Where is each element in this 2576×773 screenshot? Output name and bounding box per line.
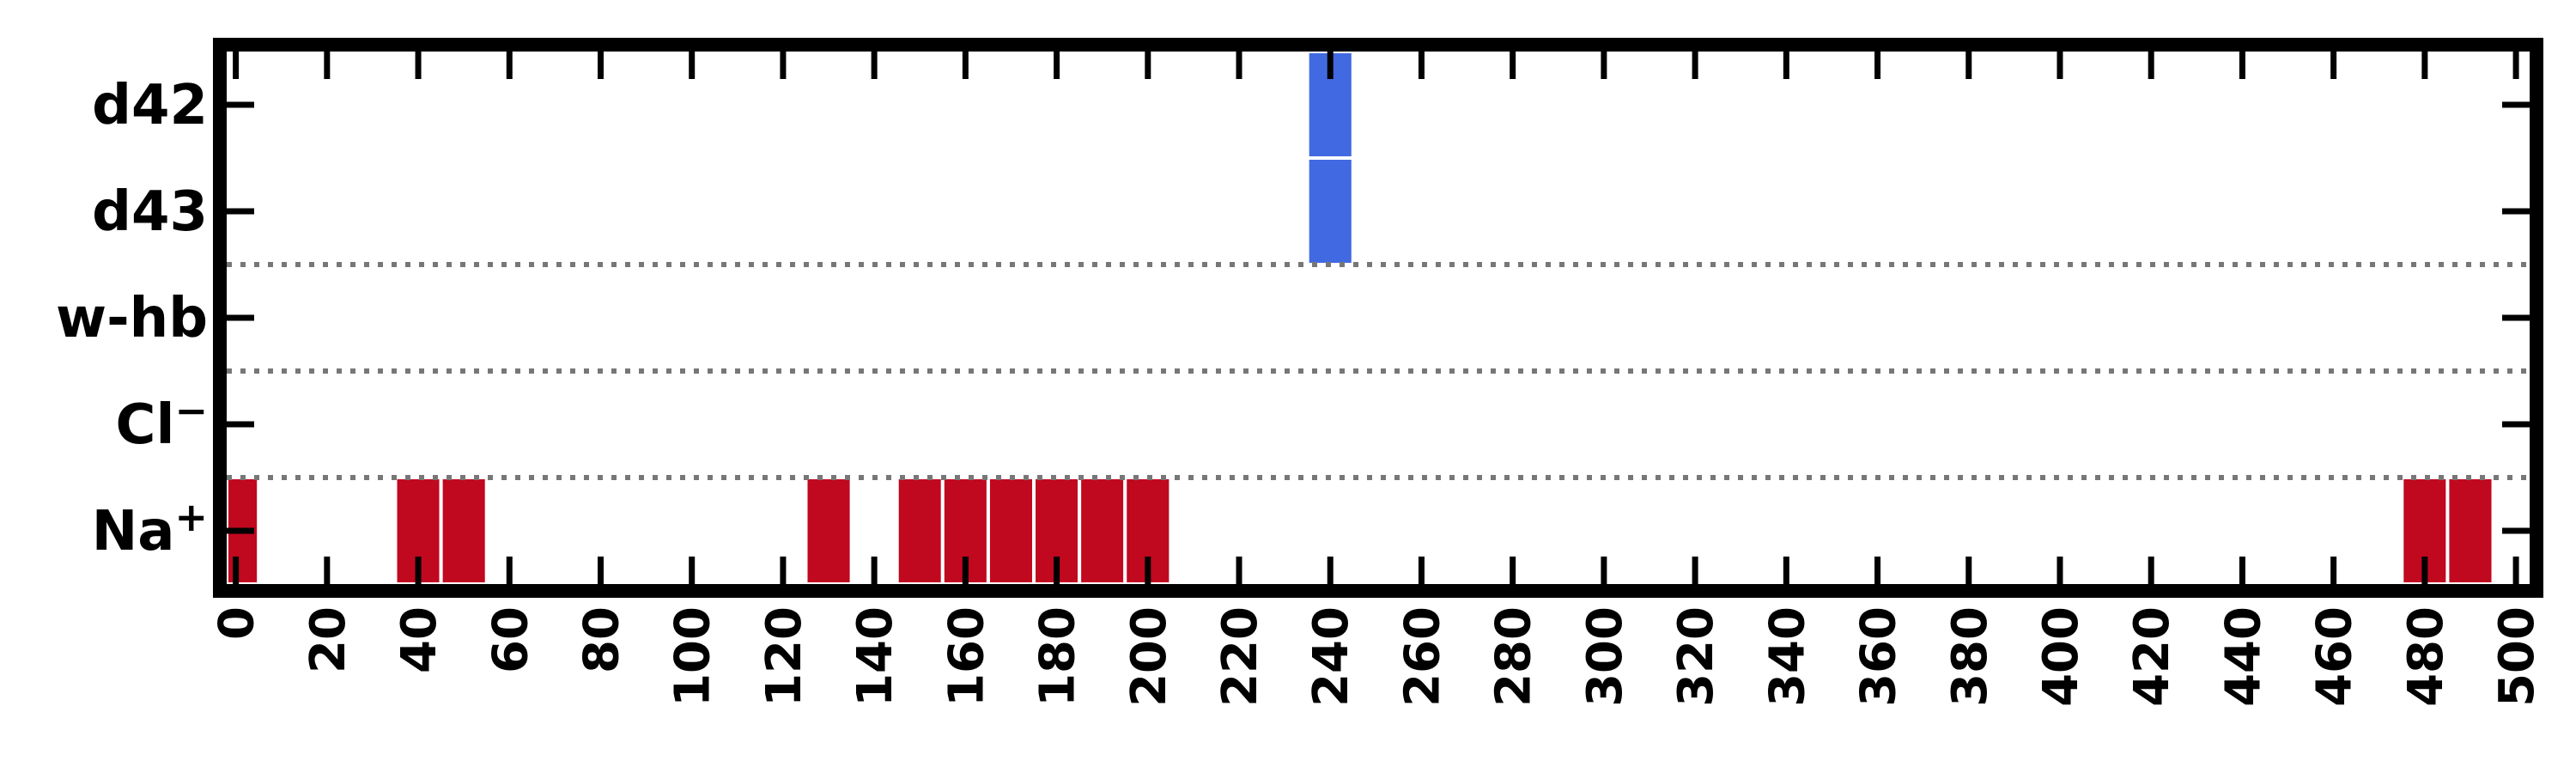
event-bar-na [439,476,489,586]
x-tick-label: 40 [392,606,447,673]
y-category-label: Cl− [116,387,208,457]
x-tick-label: 380 [1942,606,1998,707]
event-bar-na [2445,476,2495,586]
x-tick-label: 120 [756,606,812,707]
event-bar-na [804,476,854,586]
x-tick-label: 180 [1030,606,1086,707]
x-tick-label: 360 [1851,606,1907,707]
x-tick-label: 160 [939,606,994,707]
x-tick-label: 220 [1212,606,1268,707]
labels-layer: 0 20 40 60 80 100 120 140 160 180 200 220 240 260 280 3… [56,74,2545,707]
x-tick-label: 500 [2489,606,2545,707]
y-category-label: d43 [92,180,208,244]
x-tick-label: 280 [1486,606,1542,707]
x-tick-label: 340 [1759,606,1815,707]
y-category-label: Na+ [92,494,208,563]
x-tick-label: 320 [1668,606,1724,707]
x-tick-label: 0 [210,606,265,640]
event-bar-na [986,476,1036,586]
x-tick-label: 60 [483,606,538,673]
x-tick-label: 480 [2398,606,2454,707]
x-tick-label: 80 [574,606,629,673]
event-bar-na [895,476,945,586]
ticks-layer [227,52,2530,584]
x-tick-label: 20 [301,606,356,673]
x-tick-label: 420 [2124,606,2180,707]
y-category-label: w-hb [56,287,208,350]
bars-layer [225,50,2495,586]
event-bar-na [1078,476,1127,586]
x-tick-label: 260 [1394,606,1450,707]
x-tick-label: 100 [665,606,721,707]
separators-layer [227,262,2530,480]
x-tick-label: 240 [1303,606,1359,707]
event-bar-d43 [1305,156,1355,266]
x-tick-label: 140 [848,606,903,707]
y-category-label: d42 [92,74,208,137]
x-tick-label: 200 [1121,606,1177,707]
x-tick-label: 300 [1577,606,1633,707]
x-tick-label: 440 [2215,606,2271,707]
plot-frame [213,38,2543,598]
x-tick-label: 460 [2307,606,2363,707]
x-tick-label: 400 [2033,606,2089,707]
